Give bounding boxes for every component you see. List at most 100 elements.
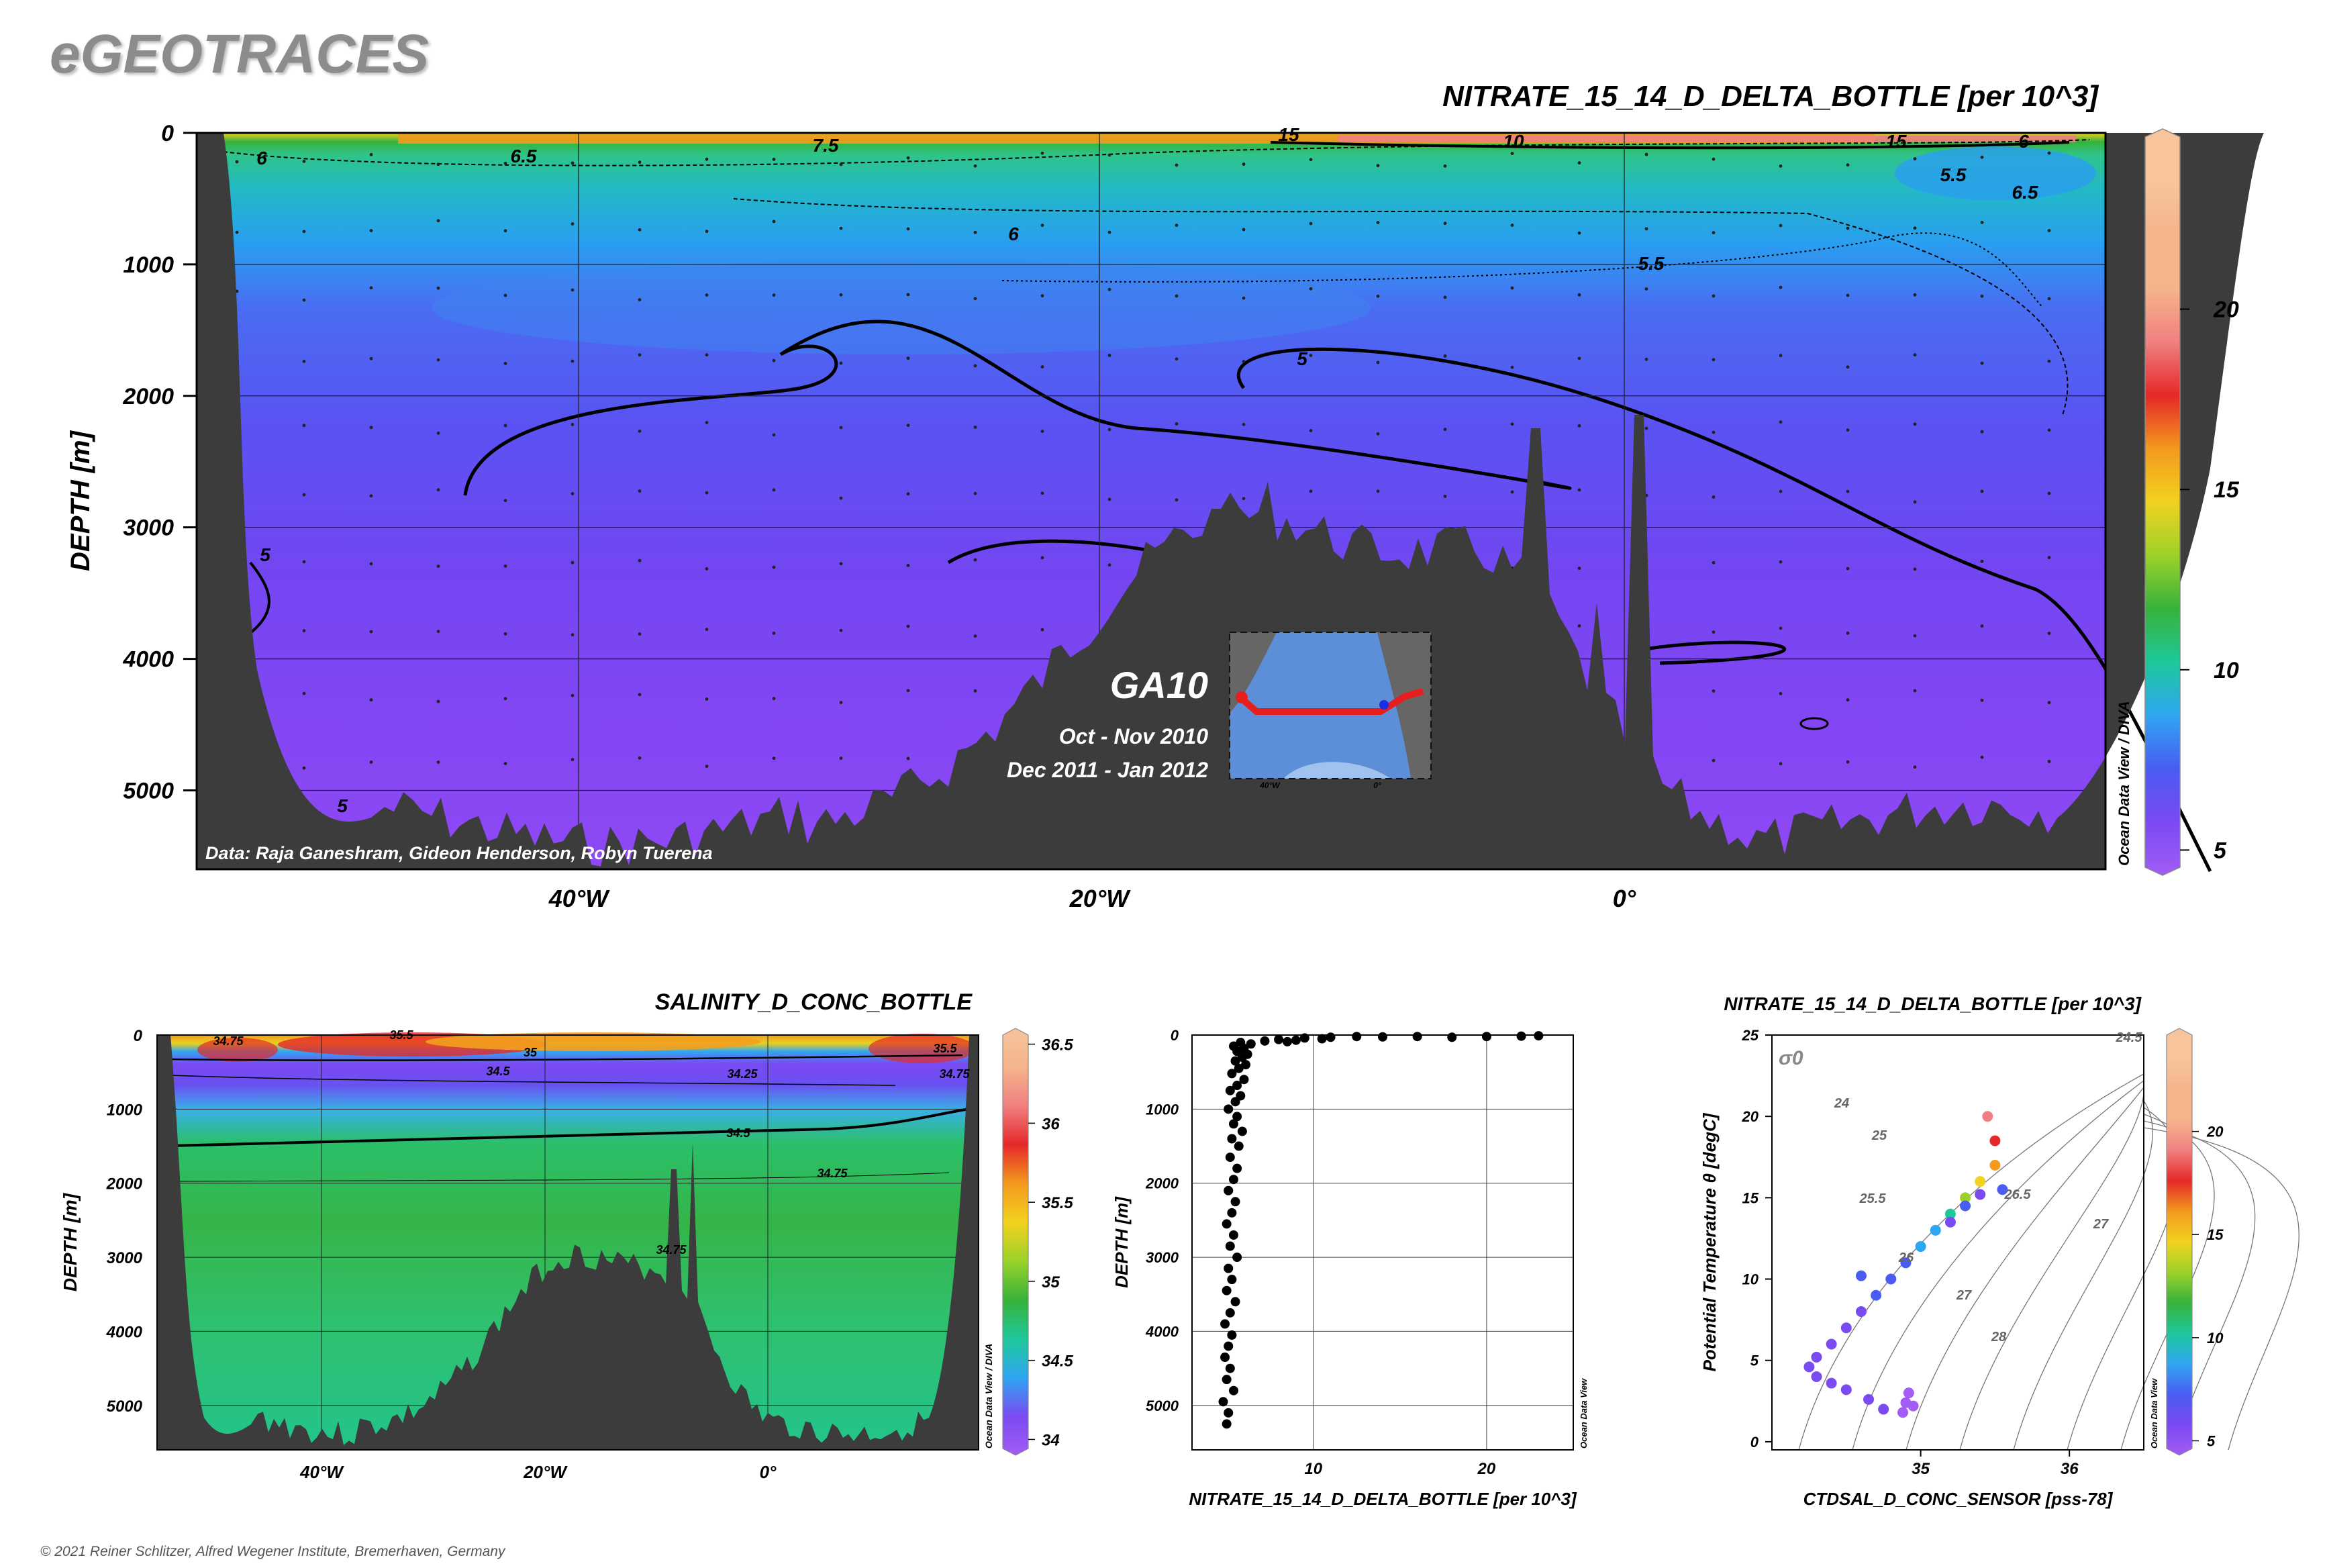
main-contour-label: 15 xyxy=(1278,124,1299,145)
main-station-dot xyxy=(839,756,843,761)
salinity-contour-label: 34.5 xyxy=(726,1126,750,1140)
main-station-dot xyxy=(503,229,507,233)
main-station-dot xyxy=(1242,360,1246,363)
main-station-dot xyxy=(1846,567,1850,571)
main-station-dot xyxy=(705,628,709,632)
main-station-dot xyxy=(1107,563,1111,567)
salinity-y-tick-label: 1000 xyxy=(107,1101,143,1119)
ts-point xyxy=(1944,1208,1956,1220)
profile-point xyxy=(1447,1032,1457,1042)
main-station-dot xyxy=(302,766,306,770)
profile-point xyxy=(1222,1285,1232,1295)
main-station-dot xyxy=(436,219,440,223)
profile-point xyxy=(1230,1197,1240,1207)
profile-y-tick-label: 0 xyxy=(1171,1027,1179,1044)
profile-point xyxy=(1241,1060,1251,1070)
main-station-dot xyxy=(1443,428,1447,432)
main-station-dot xyxy=(1980,624,1984,628)
main-station-dot xyxy=(1644,357,1648,361)
ts-y-tick-label: 5 xyxy=(1750,1353,1759,1369)
profile-y-tick-label: 2000 xyxy=(1145,1175,1179,1192)
main-station-dot xyxy=(1712,231,1716,235)
ts-isopycnal-label: 25 xyxy=(1871,1128,1887,1143)
main-station-dot xyxy=(1376,164,1380,168)
profile-point xyxy=(1225,1153,1235,1163)
main-station-dot xyxy=(1712,758,1716,763)
profile-point xyxy=(1260,1036,1270,1046)
main-station-dot xyxy=(503,499,507,503)
main-station-dot xyxy=(772,358,776,362)
salinity-contour-35 xyxy=(170,1054,963,1061)
main-station-dot xyxy=(638,558,642,562)
profile-point xyxy=(1228,1175,1238,1185)
main-station-dot xyxy=(1577,567,1581,571)
salinity-contour-label: 35.5 xyxy=(933,1042,957,1055)
main-station-dot xyxy=(973,230,977,234)
salinity-colorbar-label: 36.5 xyxy=(1042,1036,1073,1055)
salinity-y-tick-label: 3000 xyxy=(107,1249,143,1267)
main-station-dot xyxy=(772,756,776,761)
main-contour-label: 5 xyxy=(337,795,348,816)
main-station-dot xyxy=(503,564,507,568)
main-station-dot xyxy=(1443,495,1447,498)
main-station-dot xyxy=(2047,556,2051,560)
main-station-dot xyxy=(1376,432,1380,436)
main-station-dot xyxy=(571,492,575,495)
main-colorbar xyxy=(2144,128,2181,876)
main-station-dot xyxy=(1309,429,1313,432)
salinity-contour-label: 34.75 xyxy=(213,1034,244,1048)
main-station-dot xyxy=(302,159,306,163)
main-station-dot xyxy=(1107,230,1111,234)
main-x-tick-label: 20°W xyxy=(1069,885,1131,912)
main-station-dot xyxy=(369,630,373,634)
main-station-dot xyxy=(436,761,440,764)
ts-point xyxy=(1811,1351,1822,1363)
profile-point xyxy=(1228,1230,1238,1240)
main-station-dot xyxy=(1712,157,1716,161)
main-station-dot xyxy=(705,421,709,424)
profile-point xyxy=(1225,1308,1235,1318)
salinity-bathymetry xyxy=(157,1035,979,1450)
main-station-dot xyxy=(571,161,575,165)
main-station-dot xyxy=(369,286,373,290)
main-station-dot xyxy=(973,164,977,168)
salinity-contour-label: 35 xyxy=(524,1046,538,1059)
main-station-dot xyxy=(436,286,440,290)
main-station-dot xyxy=(1175,357,1179,361)
main-station-dot xyxy=(571,423,575,426)
main-station-dot xyxy=(369,426,373,430)
main-frame xyxy=(195,132,2107,871)
profile-point xyxy=(1291,1035,1301,1045)
ts-isopycnal-label: 27 xyxy=(1956,1288,1972,1303)
main-station-dot xyxy=(1443,164,1447,168)
ts-point xyxy=(1960,1192,1971,1204)
profile-point xyxy=(1227,1275,1237,1285)
main-station-dot xyxy=(235,230,239,234)
main-station-dot xyxy=(1913,689,1917,693)
main-y-tick-label: 5000 xyxy=(123,778,174,803)
profile-point xyxy=(1237,1052,1247,1063)
main-station-dot xyxy=(369,562,373,566)
main-odv-label: Ocean Data View / DIVA xyxy=(2116,701,2132,866)
contour-5-g xyxy=(1799,717,1829,730)
profile-point xyxy=(1222,1419,1232,1429)
main-station-dot xyxy=(705,353,709,357)
profile-point xyxy=(1234,1141,1244,1151)
profile-y-tick-label: 3000 xyxy=(1146,1249,1179,1266)
main-station-dot xyxy=(1510,490,1514,494)
main-station-dot xyxy=(839,496,843,500)
main-bathymetry xyxy=(197,133,2264,869)
profile-point xyxy=(1220,1353,1230,1363)
main-station-dot xyxy=(1980,559,1984,563)
main-station-dot xyxy=(1309,354,1313,357)
main-station-dot xyxy=(1242,296,1246,300)
ts-isopycnal-label: 26 xyxy=(1898,1251,1914,1265)
salinity-contour-label: 34.75 xyxy=(817,1167,848,1180)
main-station-dot xyxy=(1510,152,1514,156)
ts-point xyxy=(1897,1407,1909,1418)
profile-point xyxy=(1239,1075,1249,1085)
main-station-dot xyxy=(1846,365,1850,369)
main-contour-label: 5 xyxy=(1297,348,1307,369)
main-station-dot xyxy=(1846,163,1850,167)
main-contour-label: 5.5 xyxy=(1940,164,1967,185)
